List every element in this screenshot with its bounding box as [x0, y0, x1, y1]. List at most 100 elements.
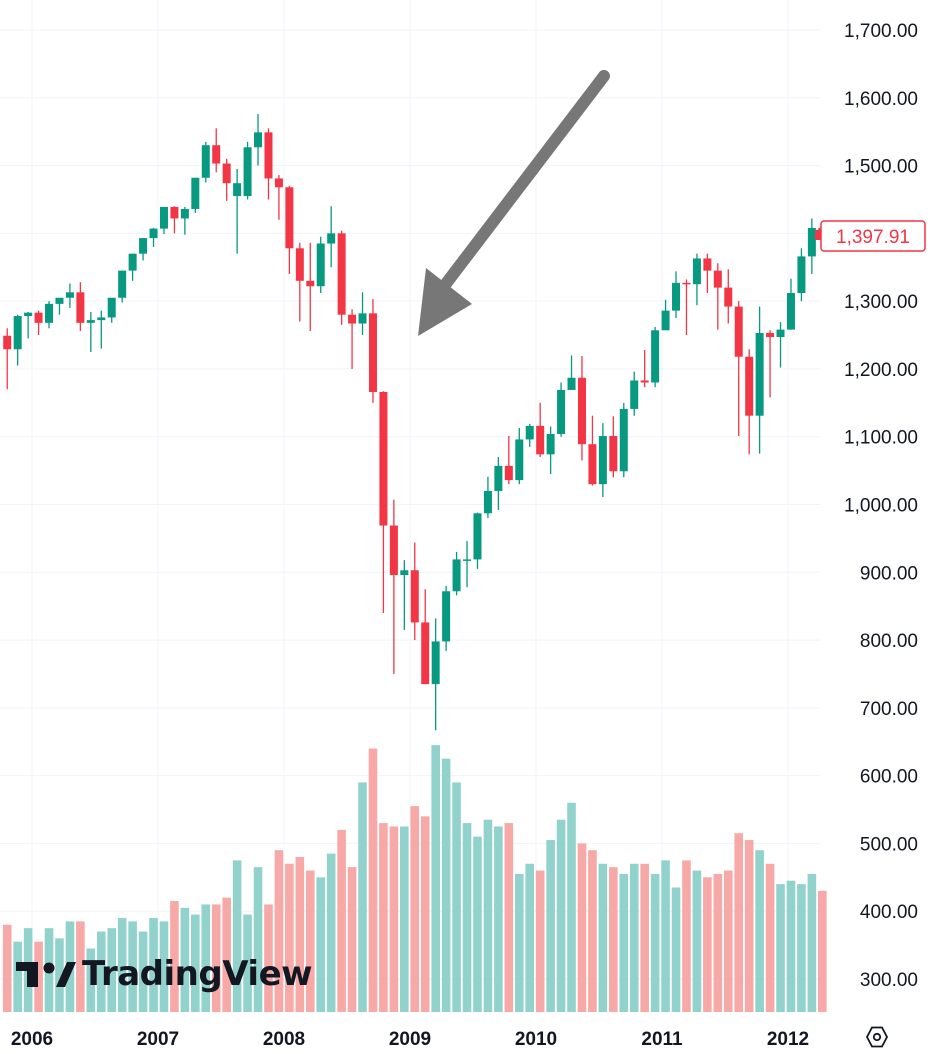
candle-body	[212, 145, 221, 164]
candle	[149, 227, 158, 247]
candle-body	[201, 145, 210, 178]
candle	[76, 282, 85, 331]
candle-body	[483, 490, 492, 514]
candle	[337, 230, 346, 325]
candle	[107, 297, 116, 323]
y-tick-label: 1,600.00	[844, 89, 918, 110]
candle	[410, 542, 419, 641]
candle	[682, 279, 691, 336]
candle-body	[379, 391, 388, 526]
volume-bar	[107, 928, 117, 1012]
volume-bar	[786, 880, 796, 1012]
candle	[515, 427, 524, 485]
chart-settings-button[interactable]	[862, 1022, 892, 1052]
candle	[703, 253, 712, 294]
y-tick-label: 800.00	[860, 631, 918, 652]
candle	[97, 310, 106, 349]
candle-body	[567, 377, 576, 390]
candle-body	[672, 282, 681, 311]
candle-body	[274, 178, 283, 188]
volume-bar	[128, 921, 137, 1012]
candle-body	[34, 312, 43, 323]
candle-body	[640, 380, 649, 383]
candle	[640, 349, 649, 388]
candle	[786, 278, 795, 330]
volume-bar	[744, 840, 754, 1012]
last-price-badge: 1,397.91	[815, 220, 926, 252]
candle	[400, 560, 409, 630]
candle-body	[410, 570, 419, 623]
candle	[45, 301, 54, 329]
candle-body	[609, 436, 618, 472]
candle	[525, 423, 534, 447]
candle-body	[766, 333, 775, 338]
candle-body	[598, 436, 607, 485]
volume-bar	[274, 850, 284, 1012]
volume-bar	[232, 860, 242, 1012]
candle-body	[285, 187, 294, 249]
y-tick-label: 1,700.00	[844, 21, 918, 42]
candle-body	[661, 310, 670, 331]
arrow-head-icon	[418, 268, 472, 336]
candle	[504, 436, 513, 485]
candle	[254, 114, 263, 166]
price-axis[interactable]: 1,700.001,600.001,500.001,400.001,300.00…	[844, 21, 918, 991]
candle-body	[724, 287, 733, 307]
candle	[55, 297, 64, 315]
tradingview-watermark[interactable]: TradingView	[14, 954, 313, 994]
volume-bar	[431, 745, 440, 1012]
candle-body	[243, 147, 252, 197]
y-tick-label: 500.00	[860, 834, 918, 855]
x-tick-label: 2006	[11, 1029, 53, 1050]
candle-body	[494, 465, 503, 491]
x-tick-label: 2007	[137, 1029, 179, 1050]
candle	[65, 283, 74, 308]
x-tick-label: 2009	[389, 1029, 431, 1050]
candle	[264, 128, 273, 200]
volume-bar	[285, 863, 294, 1012]
candle-body	[327, 233, 336, 244]
candle	[212, 128, 221, 173]
candle	[473, 512, 482, 569]
candle-body	[222, 163, 231, 184]
candle	[557, 382, 566, 437]
time-axis[interactable]: 2006 2007 2008 2009 2010 2011 2012	[11, 1029, 809, 1050]
candle	[379, 391, 388, 613]
volume-bar	[473, 836, 482, 1012]
candle	[734, 301, 743, 437]
candle	[128, 253, 137, 281]
candle-body	[525, 425, 534, 440]
volume-bar	[661, 860, 670, 1012]
volume-bar	[180, 907, 190, 1012]
volume-bar	[567, 802, 576, 1012]
volume-bar	[13, 941, 22, 1012]
candle	[316, 236, 325, 294]
volume-bar	[525, 863, 535, 1012]
settings-hexagon-icon	[865, 1026, 889, 1048]
last-price-label: 1,397.91	[836, 227, 910, 248]
x-tick-label: 2012	[767, 1029, 809, 1050]
candle	[421, 589, 430, 685]
candle	[724, 269, 733, 324]
y-tick-label: 1,000.00	[844, 496, 918, 517]
brand-name: TradingView	[82, 954, 313, 994]
candle-body	[745, 356, 754, 416]
candle-body	[107, 297, 116, 318]
candle-body	[55, 297, 64, 304]
grid-lines	[0, 0, 820, 1012]
volume-bar	[295, 856, 305, 1012]
volume-bar	[776, 884, 785, 1012]
candle-body	[473, 513, 482, 560]
candle-body	[170, 206, 179, 219]
candle	[452, 551, 461, 596]
candle-body	[421, 622, 430, 685]
candle-body	[264, 132, 273, 179]
volume-bar	[692, 870, 702, 1012]
candle	[159, 206, 168, 235]
volume-bar	[201, 904, 211, 1012]
volume-bar	[211, 904, 221, 1012]
x-tick-label: 2010	[515, 1029, 557, 1050]
volume-bar	[713, 873, 723, 1012]
